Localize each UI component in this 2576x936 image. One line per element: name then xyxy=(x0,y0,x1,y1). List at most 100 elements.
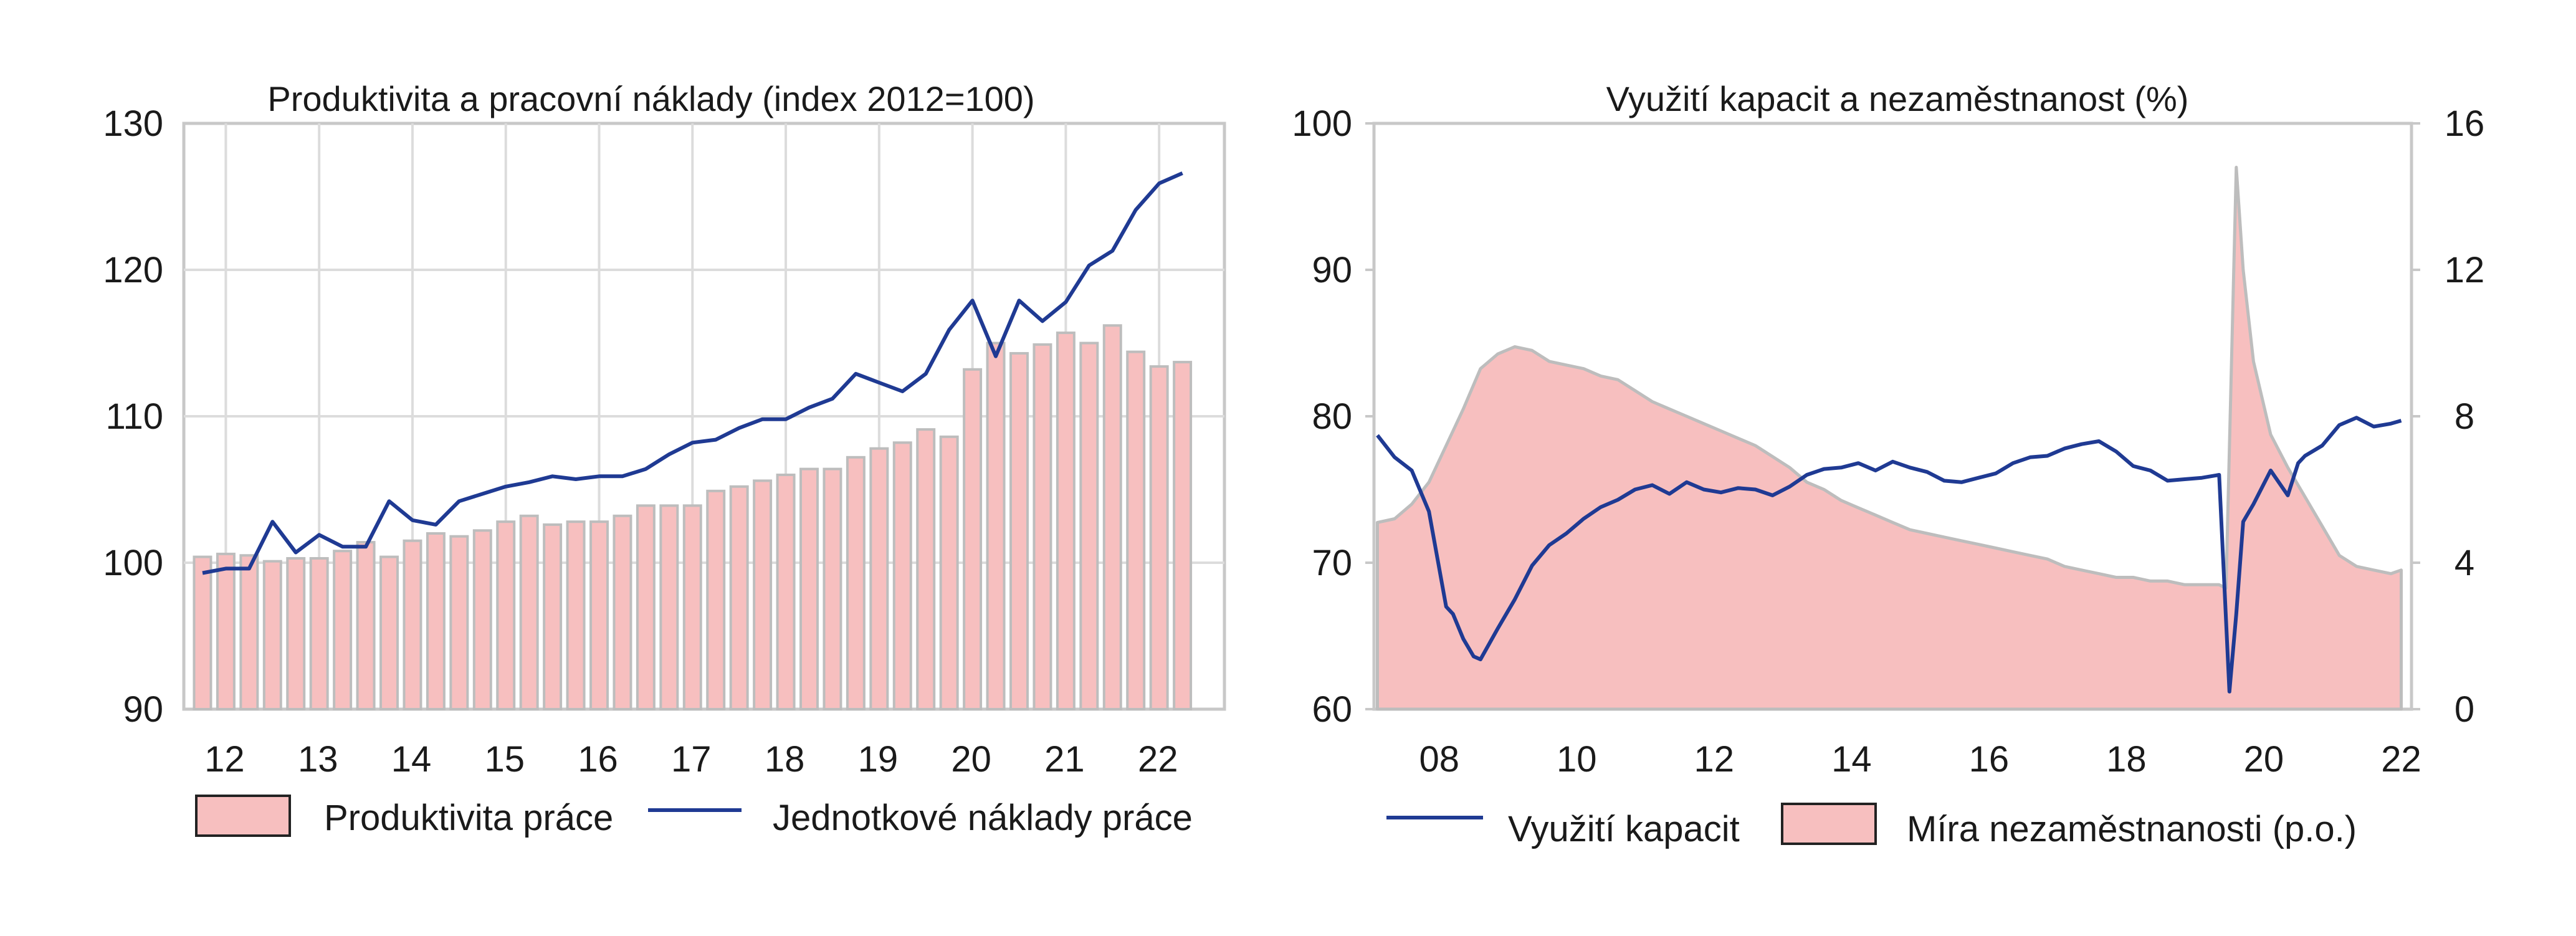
bar-produktivita xyxy=(1079,341,1099,710)
x-tick-label: 17 xyxy=(671,739,712,780)
left-bars xyxy=(193,324,1193,711)
bar-produktivita xyxy=(1056,332,1076,710)
bar-produktivita xyxy=(1126,350,1146,710)
bar-produktivita xyxy=(262,560,282,711)
bar-produktivita xyxy=(1033,343,1052,710)
legend-swatch-nezamestnanost xyxy=(1781,803,1877,845)
x-tick-label: 15 xyxy=(485,739,525,780)
right-chart-right-y-tick-labels: 16 12 8 4 0 xyxy=(2445,103,2485,730)
bar-produktivita xyxy=(986,341,1006,710)
legend-swatch-produktivita xyxy=(195,795,291,837)
left-x-tick-labels: 12 13 14 15 16 17 18 19 20 21 22 xyxy=(204,739,1178,780)
bar-produktivita xyxy=(379,555,399,710)
x-tick-label: 08 xyxy=(1419,739,1459,780)
left-series-line-jednotkove-naklady xyxy=(202,171,1183,575)
bar-produktivita xyxy=(193,555,212,710)
y-tick-label: 110 xyxy=(106,396,163,437)
bar-produktivita xyxy=(613,514,632,710)
y-tick-label-right: 4 xyxy=(2454,543,2474,583)
bar-produktivita xyxy=(1173,361,1193,710)
bar-produktivita xyxy=(892,441,912,710)
bar-produktivita xyxy=(426,532,446,710)
bar-produktivita xyxy=(706,489,726,710)
right-chart: Využití kapacit a nezaměstnanost (%) 100… xyxy=(1292,79,2484,849)
x-tick-label: 20 xyxy=(951,739,991,780)
x-tick-label: 18 xyxy=(2106,739,2147,780)
bar-produktivita xyxy=(543,523,563,711)
y-tick-label-left: 100 xyxy=(1292,103,1352,144)
x-tick-label: 16 xyxy=(1969,739,2010,780)
x-tick-label: 10 xyxy=(1557,739,1597,780)
right-legend: Využití kapacit Míra nezaměstnanosti (p.… xyxy=(1386,803,2357,849)
x-tick-label: 18 xyxy=(765,739,805,780)
bar-produktivita xyxy=(1102,324,1122,710)
right-chart-title: Využití kapacit a nezaměstnanost (%) xyxy=(1606,79,2189,118)
x-tick-label: 12 xyxy=(204,739,245,780)
bar-produktivita xyxy=(333,550,353,711)
y-tick-label-left: 80 xyxy=(1312,396,1352,437)
bar-produktivita xyxy=(216,552,236,711)
right-x-tick-labels: 08 10 12 14 16 18 20 22 xyxy=(1419,739,2421,780)
bar-produktivita xyxy=(799,467,819,710)
left-chart: Produktivita a pracovní náklady (index 2… xyxy=(103,79,1226,838)
bar-produktivita xyxy=(869,447,889,710)
x-tick-label: 16 xyxy=(578,739,618,780)
y-tick-label: 130 xyxy=(103,103,163,144)
bar-produktivita xyxy=(519,514,539,710)
bar-produktivita xyxy=(403,539,422,710)
y-tick-label: 120 xyxy=(103,250,163,290)
bar-produktivita xyxy=(682,504,702,710)
x-tick-label: 14 xyxy=(1831,739,1872,780)
bar-produktivita xyxy=(823,467,842,710)
x-tick-label: 22 xyxy=(1138,739,1178,780)
x-tick-label: 12 xyxy=(1694,739,1735,780)
right-series-area-nezamestnanost xyxy=(1376,166,2403,711)
legend-label-nezamestnanost: Míra nezaměstnanosti (p.o.) xyxy=(1907,809,2357,849)
bar-produktivita xyxy=(753,479,773,711)
bar-produktivita xyxy=(963,368,983,710)
bar-produktivita xyxy=(496,520,516,710)
y-tick-label-right: 8 xyxy=(2454,396,2474,437)
bar-produktivita xyxy=(846,456,866,710)
bar-produktivita xyxy=(449,535,469,710)
y-tick-label-right: 12 xyxy=(2445,250,2485,290)
x-tick-label: 14 xyxy=(391,739,432,780)
bar-produktivita xyxy=(659,504,679,710)
right-series-line-vyuziti-kapacit xyxy=(1376,416,2402,694)
left-chart-title: Produktivita a pracovní náklady (index 2… xyxy=(267,79,1034,118)
bar-produktivita xyxy=(636,504,656,710)
bar-produktivita xyxy=(566,520,586,710)
y-tick-label-left: 90 xyxy=(1312,250,1352,290)
y-tick-label: 100 xyxy=(103,543,163,583)
right-chart-left-y-tick-labels: 100 90 80 70 60 xyxy=(1292,103,1352,730)
legend-label-jednotkove-naklady: Jednotkové náklady práce xyxy=(773,798,1193,838)
bar-produktivita xyxy=(939,435,959,711)
y-tick-label-left: 70 xyxy=(1312,543,1352,583)
bar-produktivita xyxy=(239,554,259,710)
x-tick-label: 21 xyxy=(1044,739,1085,780)
legend-label-vyuziti-kapacit: Využití kapacit xyxy=(1508,809,1740,849)
bar-produktivita xyxy=(286,556,306,711)
left-legend: Produktivita práce Jednotkové náklady pr… xyxy=(195,795,1193,838)
y-tick-label-right: 0 xyxy=(2454,689,2474,730)
right-axis-tick-marks xyxy=(1365,122,2420,710)
bar-produktivita xyxy=(729,485,749,710)
bar-produktivita xyxy=(309,556,329,711)
bar-produktivita xyxy=(356,541,376,710)
y-tick-label: 90 xyxy=(123,689,163,730)
bar-produktivita xyxy=(916,428,936,711)
bar-produktivita xyxy=(1149,365,1169,710)
bar-produktivita xyxy=(776,474,796,710)
x-tick-label: 22 xyxy=(2381,739,2421,780)
x-tick-label: 19 xyxy=(858,739,899,780)
bar-produktivita xyxy=(589,520,609,710)
y-tick-label-left: 60 xyxy=(1312,689,1352,730)
x-tick-label: 20 xyxy=(2244,739,2284,780)
legend-label-produktivita: Produktivita práce xyxy=(324,798,613,838)
bar-produktivita xyxy=(472,529,492,710)
y-tick-label-right: 16 xyxy=(2445,103,2485,144)
left-y-tick-labels: 130 120 110 100 90 xyxy=(103,103,163,730)
bar-produktivita xyxy=(1009,351,1029,710)
x-tick-label: 13 xyxy=(298,739,338,780)
